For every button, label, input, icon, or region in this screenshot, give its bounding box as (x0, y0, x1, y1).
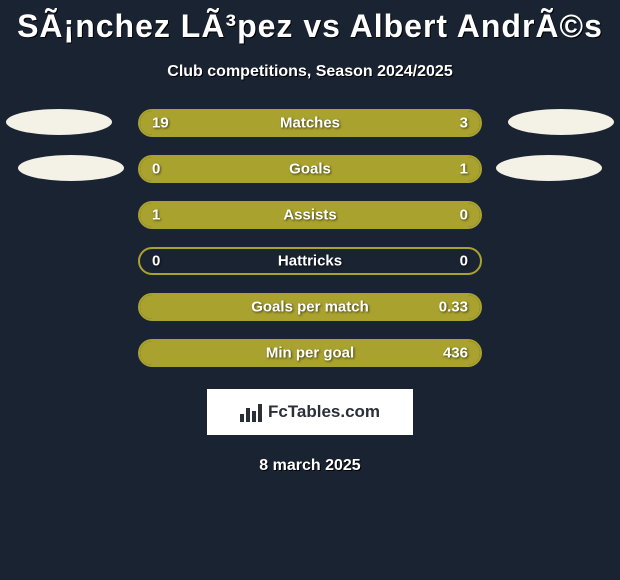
date: 8 march 2025 (0, 457, 620, 475)
stat-label: Matches (280, 115, 340, 132)
stat-label: Goals per match (251, 299, 369, 316)
bar-left-fill (140, 111, 405, 135)
bar-left-fill (140, 157, 208, 181)
stat-value-left: 19 (152, 115, 169, 132)
badge-text: FcTables.com (268, 402, 380, 422)
page-title: SÃ¡nchez LÃ³pez vs Albert AndrÃ©s (0, 0, 620, 45)
stat-label: Assists (283, 207, 336, 224)
stat-bar: 0 0 Hattricks (138, 247, 482, 275)
stat-value-right: 0 (460, 253, 468, 270)
stat-bar: 0.33 Goals per match (138, 293, 482, 321)
stat-value-right: 436 (443, 345, 468, 362)
stat-value-right: 0 (460, 207, 468, 224)
chart-icon (240, 402, 262, 422)
player-right-marker (496, 155, 602, 181)
stat-value-right: 0.33 (439, 299, 468, 316)
stat-row: 0 1 Goals (0, 155, 620, 183)
stat-label: Hattricks (278, 253, 342, 270)
stat-row: 0 0 Hattricks (0, 247, 620, 275)
stat-bar: 436 Min per goal (138, 339, 482, 367)
source-badge: FcTables.com (207, 389, 413, 435)
stat-row: 1 0 Assists (0, 201, 620, 229)
stat-label: Min per goal (266, 345, 354, 362)
stat-value-left: 0 (152, 161, 160, 178)
bar-right-fill (208, 157, 480, 181)
stat-label: Goals (289, 161, 331, 178)
subtitle: Club competitions, Season 2024/2025 (0, 63, 620, 81)
stat-row: 19 3 Matches (0, 109, 620, 137)
stat-row: 436 Min per goal (0, 339, 620, 367)
stat-bar: 0 1 Goals (138, 155, 482, 183)
stat-bar: 1 0 Assists (138, 201, 482, 229)
player-right-marker (508, 109, 614, 135)
stat-value-right: 1 (460, 161, 468, 178)
player-left-marker (18, 155, 124, 181)
stat-value-left: 1 (152, 207, 160, 224)
stat-bar: 19 3 Matches (138, 109, 482, 137)
stat-row: 0.33 Goals per match (0, 293, 620, 321)
stat-value-left: 0 (152, 253, 160, 270)
bar-right-fill (405, 111, 480, 135)
player-left-marker (6, 109, 112, 135)
stats-area: 19 3 Matches 0 1 Goals 1 0 Assists 0 0 Hattricks 0.3… (0, 109, 620, 367)
stat-value-right: 3 (460, 115, 468, 132)
